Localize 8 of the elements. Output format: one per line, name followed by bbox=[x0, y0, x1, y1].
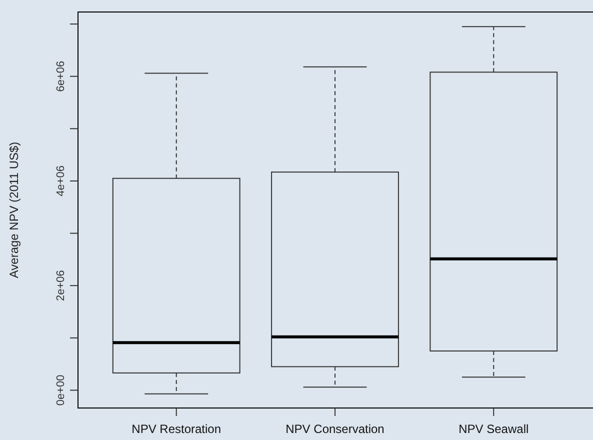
y-tick-label: 6e+06 bbox=[55, 60, 67, 92]
x-tick-label: NPV Restoration bbox=[132, 422, 222, 436]
y-tick-label: 4e+06 bbox=[55, 166, 67, 196]
x-tick-label: NPV Conservation bbox=[286, 422, 384, 436]
y-axis-title: Average NPV (2011 US$) bbox=[7, 142, 21, 278]
y-tick-label: 0e+00 bbox=[55, 374, 67, 406]
x-tick-label: NPV Seawall bbox=[458, 422, 529, 436]
y-tick-label: 2e+06 bbox=[55, 270, 67, 302]
